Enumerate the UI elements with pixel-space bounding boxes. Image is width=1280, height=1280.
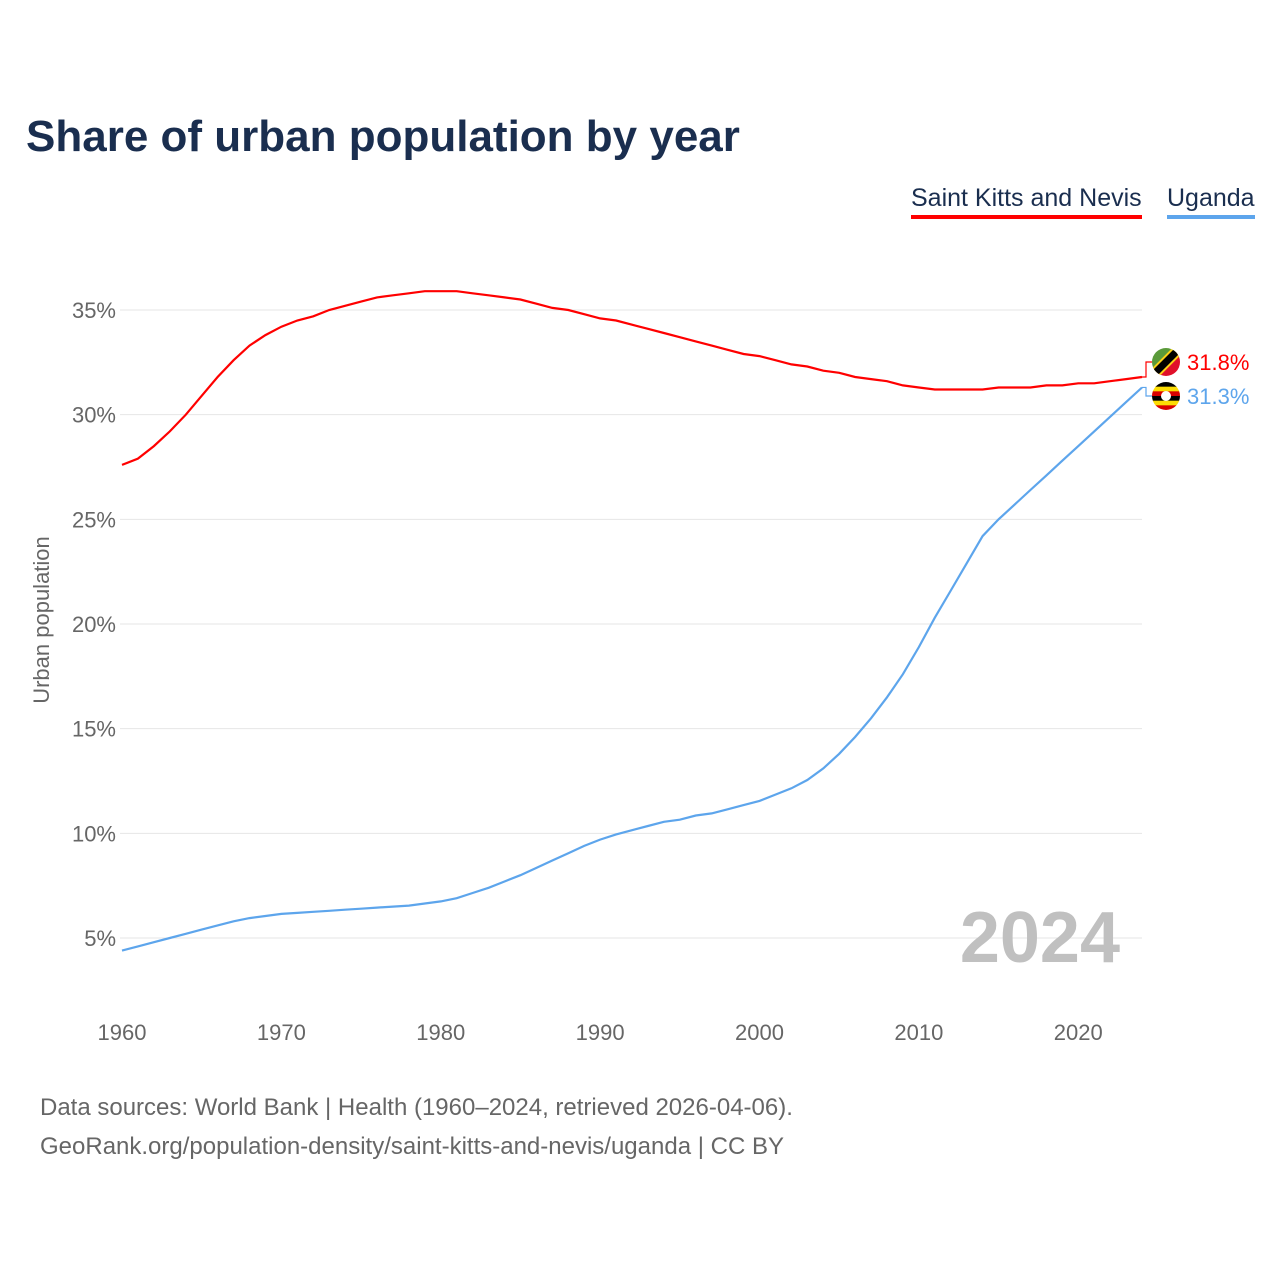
end-value-label: 31.3% [1187, 384, 1249, 409]
flag-uganda-icon [1152, 382, 1180, 410]
x-tick-label: 2020 [1054, 1020, 1103, 1045]
y-tick-label: 5% [84, 926, 116, 951]
x-tick-label: 1990 [576, 1020, 625, 1045]
footer: Data sources: World Bank | Health (1960–… [40, 1088, 793, 1166]
x-tick-label: 1960 [98, 1020, 147, 1045]
x-tick-label: 1980 [416, 1020, 465, 1045]
year-label: 2024 [960, 898, 1120, 978]
flag-saint-kitts-and-nevis-icon [1152, 348, 1180, 376]
chart-title: Share of urban population by year [26, 112, 740, 161]
x-tick-label: 2000 [735, 1020, 784, 1045]
y-tick-label: 10% [72, 821, 116, 846]
y-tick-label: 30% [72, 403, 116, 428]
end-value-label: 31.8% [1187, 350, 1249, 375]
y-tick-label: 15% [72, 717, 116, 742]
y-tick-label: 25% [72, 507, 116, 532]
connector [1142, 361, 1152, 378]
footer-sources: Data sources: World Bank | Health (1960–… [40, 1094, 793, 1121]
footer-link[interactable]: GeoRank.org/population-density/saint-kit… [40, 1133, 784, 1160]
legend-saint-kitts-and-nevis[interactable]: Saint Kitts and Nevis [911, 184, 1142, 219]
series-line-uganda [121, 386, 1143, 952]
y-tick-label: 20% [72, 612, 116, 637]
connector [1142, 386, 1152, 397]
x-tick-label: 2010 [894, 1020, 943, 1045]
series-line-saint-kitts-and-nevis [121, 290, 1143, 466]
legend-uganda[interactable]: Uganda [1167, 184, 1255, 219]
x-tick-label: 1970 [257, 1020, 306, 1045]
y-tick-label: 35% [72, 298, 116, 323]
